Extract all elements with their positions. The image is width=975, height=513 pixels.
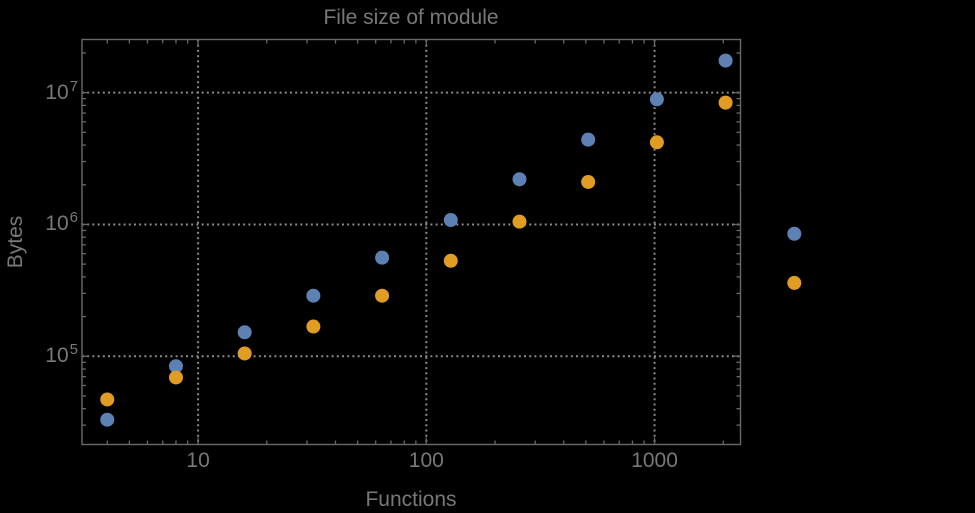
data-point-series-1-blue [168, 359, 183, 374]
plot-frame [81, 38, 742, 446]
data-point-series-1-blue [512, 172, 527, 187]
data-point-series-1-blue [306, 288, 321, 303]
data-point-series-2-orange [649, 135, 664, 150]
y-tick-label: 105 [45, 341, 78, 368]
data-point-series-2-orange [581, 174, 596, 189]
data-point-series-1-blue [375, 250, 390, 265]
x-axis-label: Functions [365, 488, 457, 511]
data-point-series-2-orange [306, 319, 321, 334]
data-point-series-2-orange [512, 214, 527, 229]
data-point-series-2-orange [718, 95, 733, 110]
x-tick-label: 100 [408, 449, 444, 472]
data-point-series-1-blue [100, 412, 115, 427]
data-point-series-1-blue [237, 325, 252, 340]
data-point-series-2-orange [443, 253, 458, 268]
data-point-series-1-blue [718, 53, 733, 68]
data-point-series-2-orange [100, 392, 115, 407]
chart-title: File size of module [323, 6, 499, 29]
data-point-series-1-blue [649, 92, 664, 107]
data-point-series-2-orange [168, 370, 183, 385]
x-tick-label: 1000 [631, 449, 678, 472]
y-axis-label: Bytes [4, 215, 27, 269]
data-point-series-1-blue [787, 226, 802, 241]
data-point-series-2-orange [237, 346, 252, 361]
x-tick-label: 10 [186, 449, 210, 472]
data-point-series-1-blue [443, 213, 458, 228]
data-point-series-2-orange [375, 288, 390, 303]
y-tick-label: 107 [45, 77, 78, 104]
y-tick-label: 106 [45, 209, 78, 236]
data-point-series-1-blue [581, 132, 596, 147]
data-point-series-2-orange [787, 275, 802, 290]
